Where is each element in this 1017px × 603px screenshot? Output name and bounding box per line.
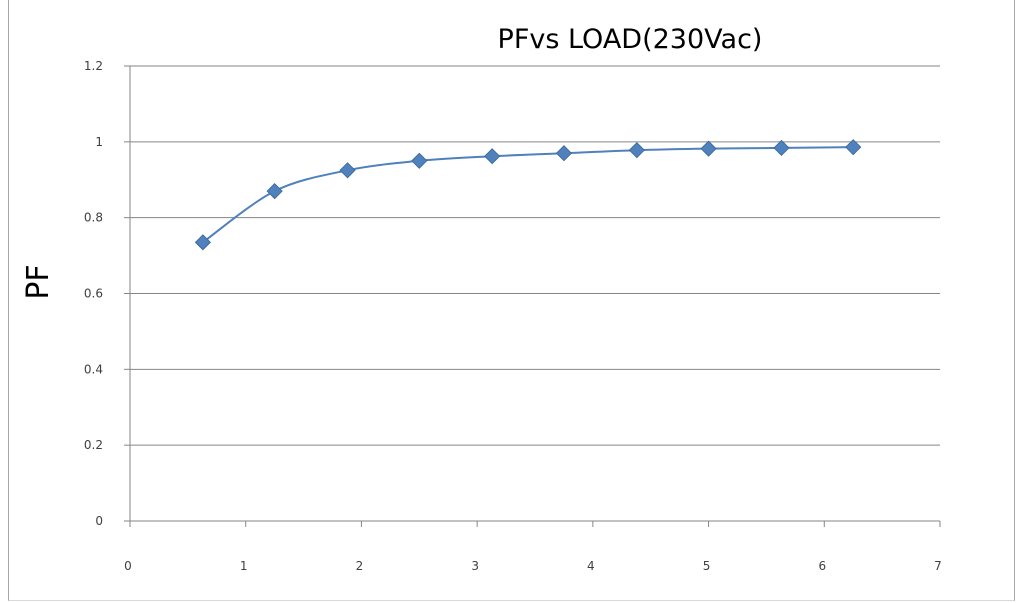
chart-title: PFvs LOAD(230Vac) (498, 24, 763, 55)
data-point-marker (484, 148, 501, 165)
y-tick-label: 0.4 (84, 362, 103, 376)
x-tick-label: 5 (703, 559, 711, 573)
series-line (202, 146, 854, 244)
data-point-marker (411, 152, 428, 169)
x-tick-label: 6 (818, 559, 826, 573)
y-tick-label: 0.2 (84, 438, 103, 452)
x-tick-label: 2 (356, 559, 364, 573)
x-tick-label: 7 (934, 559, 942, 573)
data-point-marker (773, 139, 790, 156)
y-tick-label: 0.8 (84, 211, 103, 225)
data-point-marker (700, 140, 717, 157)
data-point-marker (266, 183, 283, 200)
data-point-marker (194, 234, 211, 251)
x-tick-label: 3 (471, 559, 479, 573)
data-point-marker (845, 139, 862, 156)
x-tick-label: 4 (587, 559, 595, 573)
data-point-marker (628, 142, 645, 159)
x-tick-label: 1 (240, 559, 248, 573)
data-point-marker (555, 145, 572, 162)
tick-labels: 0 0.2 0.4 0.6 0.8 1 1.2 0 1 2 3 4 5 6 7 (84, 59, 942, 573)
y-tick-label: 1 (95, 135, 103, 149)
chart-frame (8, 0, 1015, 601)
data-series (194, 139, 862, 251)
y-tick-label: 0.6 (84, 287, 103, 301)
data-point-marker (339, 162, 356, 179)
grid-lines (130, 65, 940, 446)
y-tick-label: 1.2 (84, 59, 103, 73)
y-tick-label: 0 (95, 514, 103, 528)
x-tick-label: 0 (124, 559, 132, 573)
axes (124, 65, 941, 527)
y-axis-title: PF (21, 264, 56, 299)
